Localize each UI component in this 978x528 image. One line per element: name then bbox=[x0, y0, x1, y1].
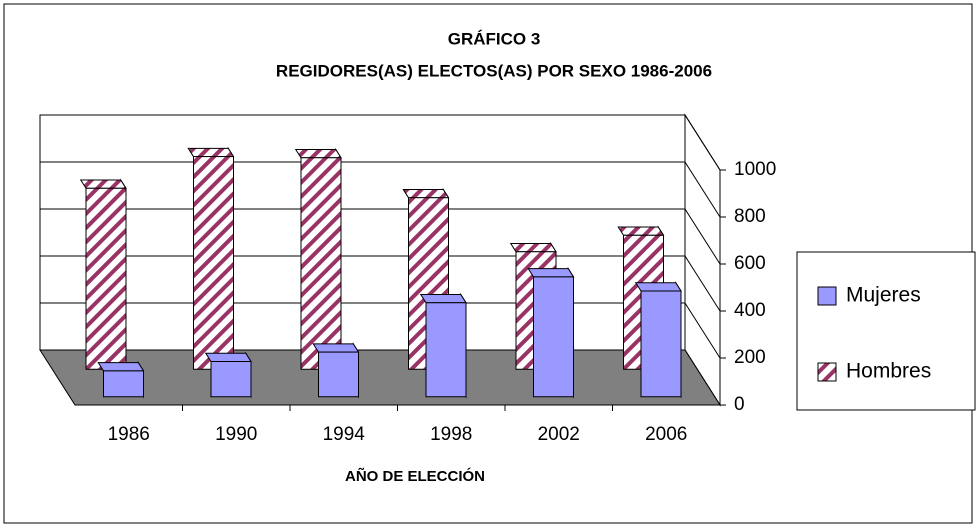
chart-title: GRÁFICO 3 bbox=[448, 29, 541, 48]
back-wall bbox=[39, 114, 686, 351]
bar bbox=[300, 157, 342, 370]
y-tick-label: 800 bbox=[734, 206, 766, 227]
bar bbox=[103, 370, 144, 398]
bar-top bbox=[79, 179, 127, 189]
bar-top bbox=[527, 268, 575, 278]
bar bbox=[640, 290, 682, 398]
bar-top bbox=[294, 149, 342, 159]
bar-top bbox=[97, 362, 145, 372]
bar-top bbox=[509, 243, 557, 253]
y-tick-label: 1000 bbox=[734, 159, 776, 180]
x-axis-title: AÑO DE ELECCIÓN bbox=[345, 467, 485, 485]
grid-line bbox=[40, 208, 721, 265]
bar-top bbox=[419, 294, 467, 304]
y-tick-label: 0 bbox=[734, 394, 745, 415]
legend-swatch bbox=[817, 362, 837, 382]
bar-top bbox=[634, 282, 682, 292]
legend-label: Mujeres bbox=[846, 284, 921, 307]
bar-top bbox=[187, 147, 235, 158]
bar bbox=[425, 302, 467, 398]
legend-box bbox=[796, 251, 976, 411]
legend-swatch bbox=[817, 286, 837, 306]
grid-line bbox=[40, 255, 721, 312]
grid-line bbox=[40, 302, 721, 359]
bar bbox=[193, 156, 234, 370]
bar-top bbox=[617, 226, 665, 236]
bar bbox=[533, 276, 574, 398]
legend-label: Hombres bbox=[846, 360, 931, 383]
y-tick-label: 200 bbox=[734, 347, 766, 368]
x-tick-label: 1998 bbox=[430, 424, 472, 445]
x-tick-label: 1994 bbox=[323, 424, 366, 445]
y-tick-label: 400 bbox=[734, 300, 766, 321]
grid-line bbox=[40, 161, 721, 218]
grid-line bbox=[40, 114, 721, 171]
bar bbox=[318, 351, 359, 398]
bar bbox=[210, 361, 252, 398]
chart-subtitle: REGIDORES(AS) ELECTOS(AS) POR SEXO 1986-… bbox=[276, 61, 712, 80]
y-tick-label: 600 bbox=[734, 253, 766, 274]
bar bbox=[85, 187, 127, 370]
x-tick-label: 2002 bbox=[538, 424, 580, 445]
x-tick-label: 1990 bbox=[215, 424, 257, 445]
x-tick-label: 2006 bbox=[645, 424, 687, 445]
bar-top bbox=[312, 343, 360, 353]
bar-top bbox=[402, 188, 450, 199]
x-tick-label: 1986 bbox=[108, 424, 150, 445]
bar-top bbox=[204, 352, 252, 362]
